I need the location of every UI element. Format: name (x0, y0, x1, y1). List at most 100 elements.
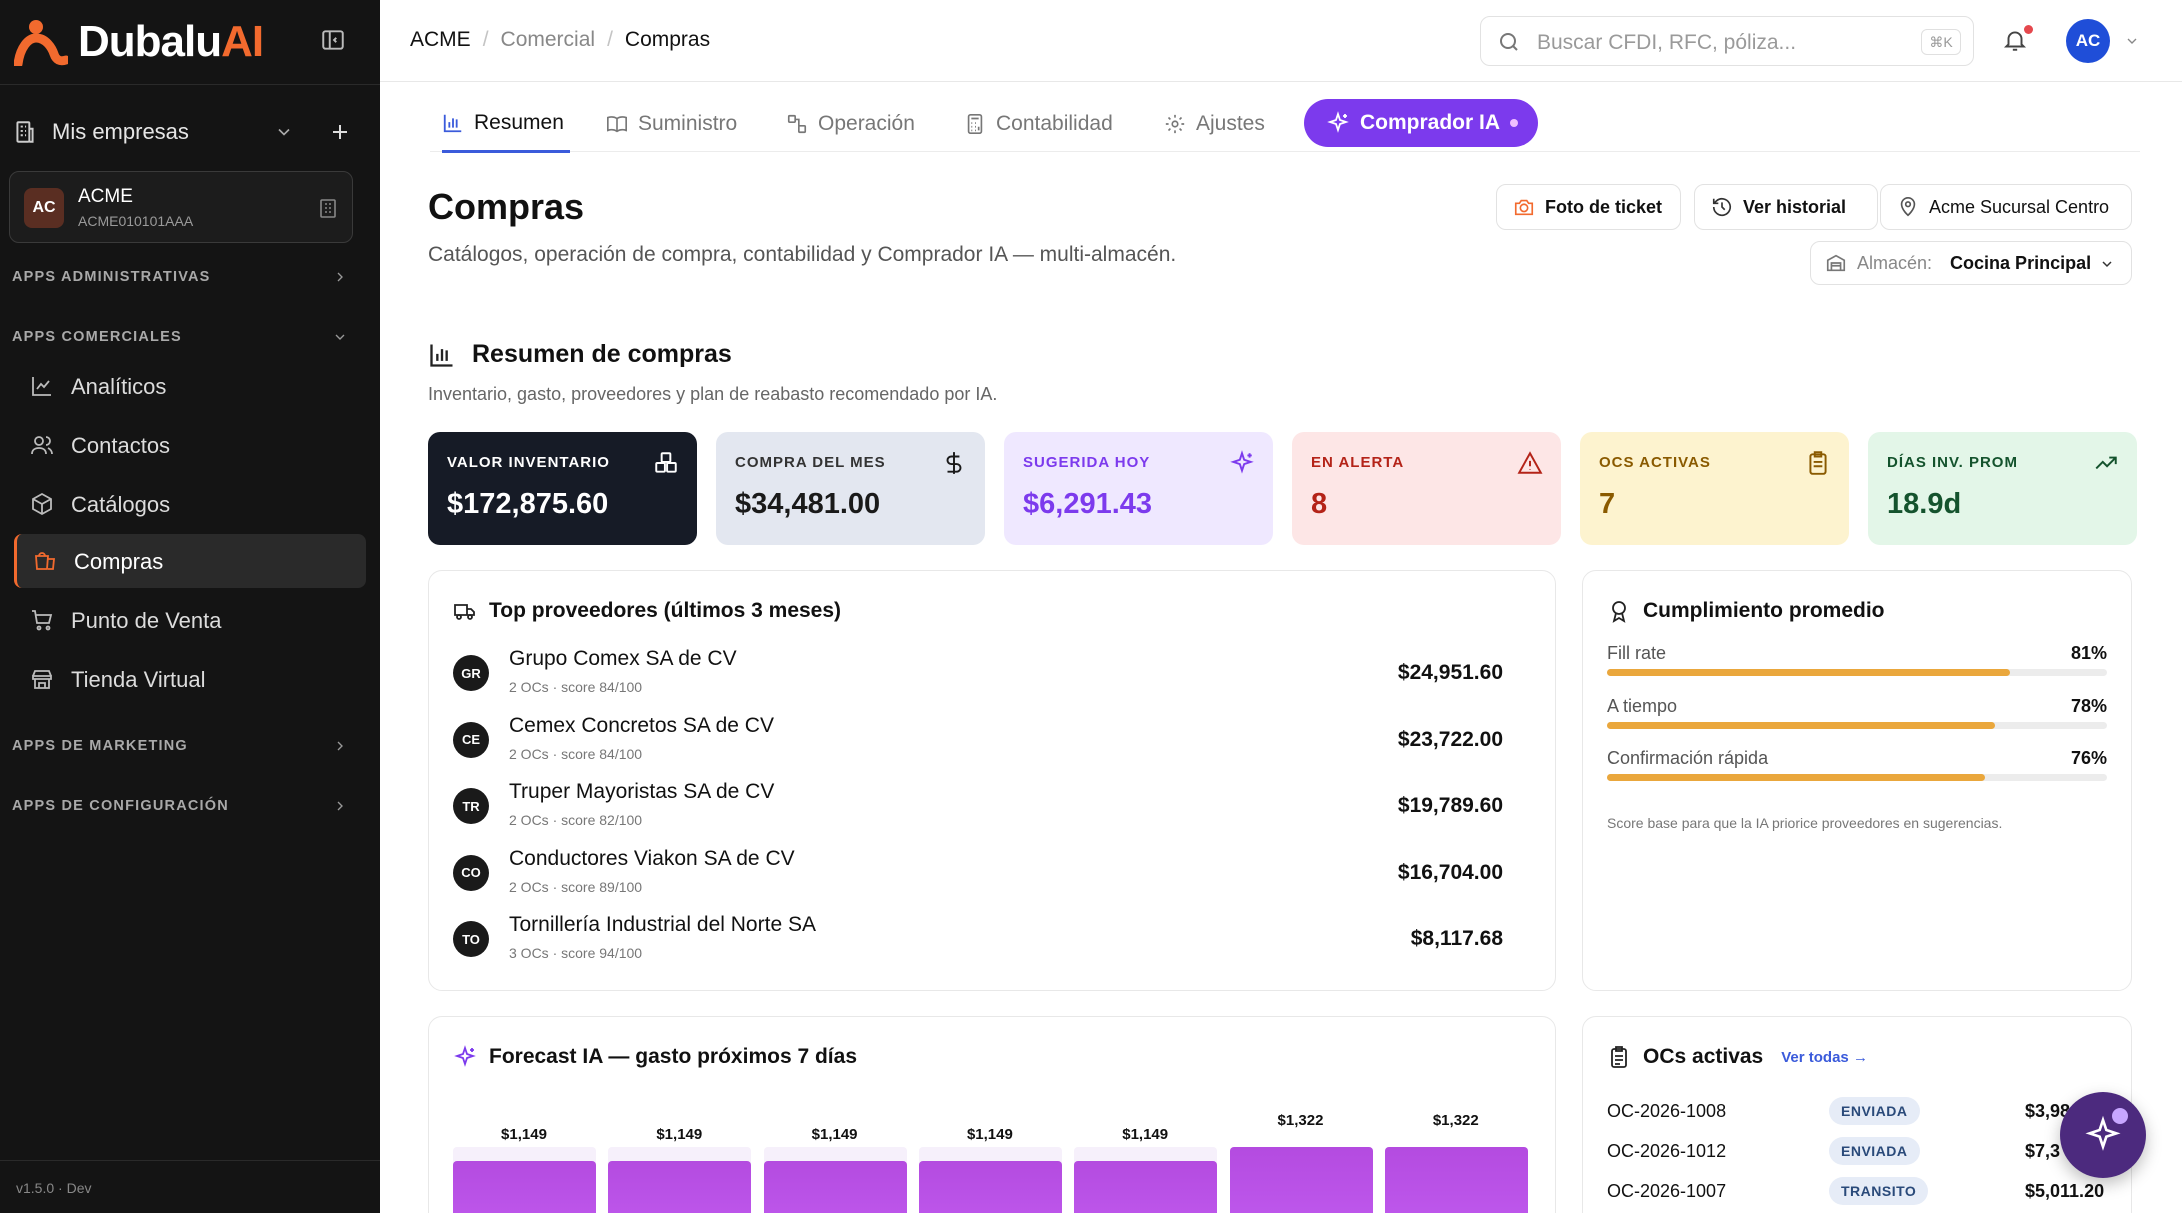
brand-logo[interactable]: DubaluAI (14, 16, 264, 68)
metric-label: A tiempo (1607, 695, 1678, 716)
sidebar-item-contactos[interactable]: Contactos (14, 418, 366, 472)
bar-value-label: $1,149 (811, 1126, 858, 1144)
tab-contabilidad[interactable]: Contabilidad (964, 96, 1113, 152)
bar-value-label: $1,149 (966, 1126, 1013, 1144)
sucursal-selector[interactable]: Acme Sucursal Centro (1880, 184, 2132, 230)
bell-icon[interactable] (2002, 26, 2028, 54)
forecast-bar[interactable] (763, 1161, 907, 1213)
oc-row[interactable]: OC-2026-1012 ENVIADA $7,3 (1607, 1137, 2131, 1167)
breadcrumb-item[interactable]: Comercial (500, 28, 596, 51)
metric-fill (1607, 669, 2011, 676)
tab-ai-indicator (1510, 119, 1519, 127)
proveedor-value: $19,789.60 (1397, 794, 1503, 817)
almacen-selector[interactable]: Almacén: Cocina Principal (1810, 241, 2132, 285)
tab-operacion[interactable]: Operación (786, 96, 915, 152)
kpi-card[interactable]: COMPRA DEL MES $34,481.00 (716, 432, 985, 545)
map-pin-icon (1900, 197, 1916, 217)
search-input[interactable]: Buscar CFDI, RFC, póliza... ⌘K (1480, 16, 1974, 66)
metric-fill (1607, 721, 1996, 729)
section-apps-administrativas[interactable]: APPS ADMINISTRATIVAS (12, 265, 352, 289)
kpi-value: $172,875.60 (447, 488, 609, 520)
proveedores-title: Top proveedores (últimos 3 meses) (489, 599, 842, 622)
clipboard-icon (1809, 451, 1827, 475)
user-avatar[interactable]: AC (2066, 19, 2110, 63)
forecast-bar[interactable] (1384, 1147, 1528, 1213)
tab-label: Resumen (474, 111, 564, 134)
kpi-value: $6,291.43 (1023, 488, 1153, 520)
proveedor-row[interactable]: CE Cemex Concretos SA de CV 2 OCs · scor… (453, 710, 1503, 770)
ai-assistant-fab[interactable] (2060, 1092, 2146, 1178)
book-icon (607, 116, 627, 133)
proveedor-row[interactable]: TR Truper Mayoristas SA de CV 2 OCs · sc… (453, 776, 1503, 836)
proveedor-meta: 2 OCs · score 84/100 (509, 679, 643, 695)
history-icon (1712, 198, 1732, 217)
proveedor-row[interactable]: CO Conductores Viakon SA de CV 2 OCs · s… (453, 843, 1503, 903)
bar-value-label: $1,149 (1122, 1126, 1169, 1144)
sparkle-icon (1327, 111, 1349, 133)
tab-suministro[interactable]: Suministro (606, 96, 737, 152)
section-label: APPS COMERCIALES (12, 329, 182, 345)
chevron-down-icon[interactable] (2124, 33, 2140, 49)
sidebar-item-catalogos[interactable]: Catálogos (14, 477, 366, 531)
oc-row[interactable]: OC-2026-1007 TRANSITO $5,011.20 (1607, 1177, 2131, 1207)
proveedor-row[interactable]: GR Grupo Comex SA de CV 2 OCs · score 84… (453, 643, 1503, 703)
building-icon (16, 121, 34, 143)
cumplimiento-note: Score base para que la IA priorice prove… (1607, 815, 2003, 831)
forecast-bar[interactable] (918, 1161, 1062, 1213)
section-apps-comerciales[interactable]: APPS COMERCIALES (12, 325, 352, 349)
forecast-card: Forecast IA — gasto próximos 7 días $1,1… (428, 1016, 1556, 1213)
card-heading: Forecast IA — gasto próximos 7 días (453, 1045, 857, 1069)
kpi-card[interactable]: VALOR INVENTARIO $172,875.60 (428, 432, 697, 545)
camera-icon (1514, 199, 1534, 216)
ver-todas-link[interactable]: Ver todas → (1781, 1048, 1868, 1066)
metric-label: Fill rate (1607, 643, 1667, 663)
sidebar-item-label: Punto de Venta (71, 608, 222, 633)
tab-resumen[interactable]: Resumen (442, 96, 570, 153)
current-company-card[interactable]: AC ACME ACME010101AAA (9, 171, 353, 243)
forecast-bar[interactable] (608, 1161, 752, 1213)
oc-row[interactable]: OC-2026-1008 ENVIADA $3,98 (1607, 1097, 2131, 1127)
forecast-bar[interactable] (1074, 1161, 1218, 1213)
tab-label: Ajustes (1196, 112, 1265, 135)
button-label: Ver historial (1743, 196, 1847, 217)
kpi-label: COMPRA DEL MES (735, 454, 886, 471)
proveedor-avatar: CE (453, 721, 489, 758)
sidebar-item-label: Catálogos (71, 492, 171, 517)
tab-label: Suministro (638, 112, 738, 135)
chevron-right-icon (337, 272, 343, 282)
forecast-title: Forecast IA — gasto próximos 7 días (489, 1045, 857, 1068)
sidebar-toggle-icon (322, 30, 344, 50)
sidebar-item-tienda-virtual[interactable]: Tienda Virtual (14, 652, 366, 706)
sparkle-icon (454, 1045, 476, 1067)
bar-chart-icon (443, 114, 462, 133)
tab-ajustes[interactable]: Ajustes (1164, 96, 1265, 152)
collapse-sidebar-button[interactable] (320, 27, 350, 57)
kpi-card[interactable]: EN ALERTA 8 (1292, 432, 1561, 545)
proveedor-row[interactable]: TO Tornillería Industrial del Norte SA 3… (453, 909, 1503, 969)
kpi-value: 18.9d (1887, 488, 1962, 520)
kpi-card[interactable]: DÍAS INV. PROM 18.9d (1868, 432, 2137, 545)
section-apps-marketing[interactable]: APPS DE MARKETING (12, 734, 352, 758)
breadcrumb-item[interactable]: ACME (410, 28, 471, 51)
kpi-card[interactable]: SUGERIDA HOY $6,291.43 (1004, 432, 1273, 545)
sidebar-item-punto-de-venta[interactable]: Punto de Venta (14, 593, 366, 647)
forecast-bar[interactable] (1229, 1147, 1373, 1213)
box-icon (32, 492, 52, 516)
metric-value: 81% (2070, 643, 2107, 663)
kpi-card[interactable]: OCS ACTIVAS 7 (1580, 432, 1849, 545)
section-label: APPS ADMINISTRATIVAS (12, 269, 211, 285)
section-apps-configuracion[interactable]: APPS DE CONFIGURACIÓN (12, 794, 352, 818)
bar-value-label: $1,322 (1432, 1112, 1479, 1129)
brand-name: DubaluAI (78, 17, 264, 66)
ver-historial-button[interactable]: Ver historial (1694, 184, 1878, 230)
proveedor-name: Truper Mayoristas SA de CV (509, 780, 775, 803)
sidebar-item-analiticos[interactable]: Analíticos (14, 359, 366, 413)
add-company-icon[interactable] (328, 120, 352, 144)
foto-ticket-button[interactable]: Foto de ticket (1496, 184, 1681, 230)
search-shortcut: ⌘K (1921, 29, 1961, 55)
sidebar-item-label: Analíticos (71, 374, 167, 399)
mis-empresas-selector[interactable]: Mis empresas (12, 112, 360, 152)
sidebar-item-compras[interactable]: Compras (14, 534, 366, 588)
forecast-bar[interactable] (453, 1161, 596, 1213)
tab-comprador-ia[interactable]: Comprador IA (1304, 99, 1538, 147)
